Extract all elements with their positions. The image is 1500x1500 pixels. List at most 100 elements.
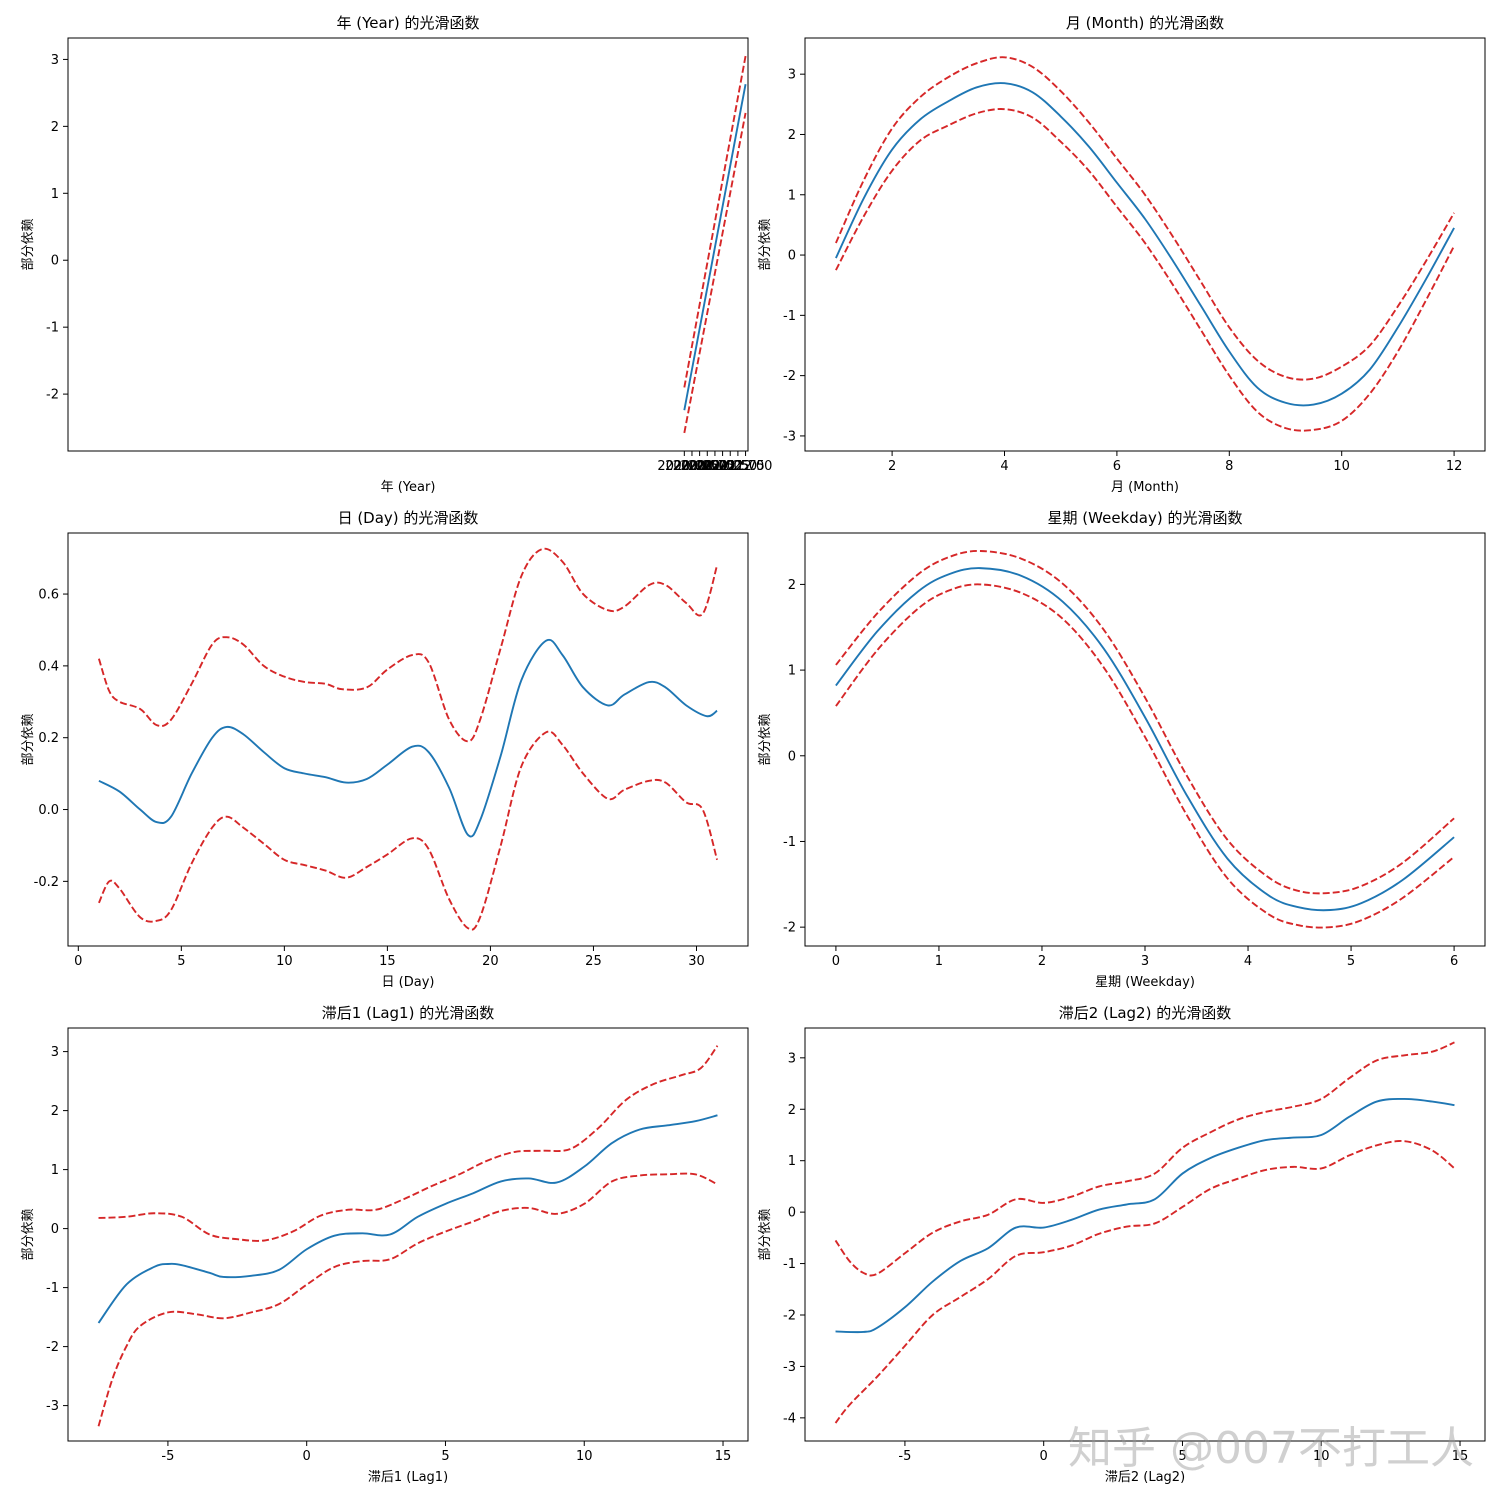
y-tick-label: -2 [46, 1340, 59, 1355]
x-tick-label: 15 [379, 954, 396, 969]
y-tick-label: 3 [51, 1045, 59, 1060]
x-tick-label: 1 [935, 954, 943, 969]
x-axis-label: 月 (Month) [1111, 480, 1179, 495]
y-tick-label: 1 [788, 1154, 796, 1169]
x-tick-label: 10 [576, 1449, 593, 1464]
upper-ci-line [98, 1045, 719, 1242]
x-axis-label: 星期 (Weekday) [1095, 975, 1195, 990]
x-tick-label: 10 [1333, 459, 1350, 474]
plot-frame [67, 532, 749, 947]
y-tick-label: 3 [51, 53, 59, 68]
x-tick-label: 15 [1452, 1449, 1469, 1464]
y-tick-label: 0 [788, 249, 796, 264]
fit-line [98, 638, 718, 838]
chart-title: 星期 (Weekday) 的光滑函数 [1048, 509, 1243, 527]
y-tick-label: -0.2 [34, 875, 59, 890]
y-tick-label: 0.2 [38, 731, 59, 746]
y-tick-label: 2 [51, 1104, 59, 1119]
y-axis-label: 部分依赖 [758, 1208, 773, 1260]
x-tick-label: 2020.75 [680, 459, 734, 474]
y-tick-label: -1 [46, 321, 59, 336]
x-tick-label: 5 [441, 1449, 449, 1464]
fit-line [683, 84, 747, 411]
y-tick-label: 0.0 [38, 803, 59, 818]
x-tick-label: 10 [1313, 1449, 1330, 1464]
chart-title: 滞后1 (Lag1) 的光滑函数 [322, 1004, 494, 1022]
lower-ci-line [835, 108, 1455, 432]
chart-title: 滞后2 (Lag2) 的光滑函数 [1059, 1004, 1231, 1022]
y-tick-label: 0.6 [38, 588, 59, 603]
y-tick-label: -3 [783, 1360, 796, 1375]
y-axis-label: 部分依赖 [21, 1208, 36, 1260]
y-tick-label: -3 [46, 1399, 59, 1414]
x-tick-label: 2020.25 [665, 459, 719, 474]
y-tick-label: 0 [788, 749, 796, 764]
y-tick-label: 1 [51, 187, 59, 202]
y-tick-label: -2 [783, 921, 796, 936]
x-tick-label: 2020.50 [673, 459, 727, 474]
upper-ci-line [835, 56, 1455, 381]
y-tick-label: -1 [46, 1281, 59, 1296]
x-tick-label: 2021.00 [688, 459, 742, 474]
lower-ci-line [683, 112, 747, 434]
upper-ci-line [835, 550, 1455, 895]
x-tick-label: -5 [898, 1449, 911, 1464]
x-tick-label: 2 [1038, 954, 1046, 969]
y-tick-label: 0 [51, 1222, 59, 1237]
x-tick-label: 2021.50 [703, 459, 757, 474]
y-tick-label: -1 [783, 835, 796, 850]
y-tick-label: 2 [788, 578, 796, 593]
x-tick-label: 4 [1244, 954, 1252, 969]
lower-ci-line [834, 1140, 1456, 1424]
x-tick-label: 2022.00 [719, 459, 773, 474]
y-tick-label: -2 [46, 388, 59, 403]
y-axis-label: 部分依赖 [758, 218, 773, 270]
fit-line [835, 1098, 1455, 1334]
y-tick-label: 0 [788, 1206, 796, 1221]
x-tick-label: 0 [1040, 1449, 1048, 1464]
subplot-4: 星期 (Weekday) 的光滑函数 0 1 2 3 4 5 6 -2 -1 0 1 2 星期 (Week… [758, 509, 1486, 990]
chart-title: 年 (Year) 的光滑函数 [337, 14, 480, 32]
x-tick-label: 0 [74, 954, 82, 969]
x-tick-label: 5 [177, 954, 185, 969]
lower-ci-line [98, 730, 719, 931]
x-tick-label: 12 [1446, 459, 1463, 474]
x-axis-label: 日 (Day) [382, 975, 435, 990]
y-axis-label: 部分依赖 [758, 713, 773, 765]
x-tick-label: -5 [161, 1449, 174, 1464]
x-tick-label: 20 [482, 954, 499, 969]
plot-frame [804, 37, 1486, 452]
chart-title: 月 (Month) 的光滑函数 [1066, 14, 1224, 32]
y-tick-label: -2 [783, 369, 796, 384]
y-tick-label: 2 [788, 128, 796, 143]
y-tick-label: 1 [788, 188, 796, 203]
x-axis-label: 滞后1 (Lag1) [368, 1470, 448, 1485]
y-tick-label: 2 [51, 120, 59, 135]
lower-ci-line [97, 1172, 718, 1427]
x-tick-label: 6 [1113, 459, 1121, 474]
upper-ci-line [98, 547, 719, 743]
upper-ci-line [683, 55, 747, 388]
fit-line [97, 1114, 718, 1324]
x-tick-label: 30 [688, 954, 705, 969]
plot-frame [804, 532, 1486, 947]
y-tick-label: -4 [783, 1411, 796, 1426]
x-tick-label: 15 [715, 1449, 732, 1464]
y-tick-label: -2 [783, 1308, 796, 1323]
x-axis-label: 年 (Year) [381, 480, 436, 495]
y-tick-label: 3 [788, 68, 796, 83]
x-tick-label: 6 [1450, 954, 1458, 969]
y-axis-label: 部分依赖 [21, 218, 36, 270]
plot-frame [67, 37, 749, 452]
x-axis-label: 滞后2 (Lag2) [1105, 1470, 1185, 1485]
x-tick-label: 2 [888, 459, 896, 474]
y-tick-label: 0.4 [38, 659, 59, 674]
chart-title: 日 (Day) 的光滑函数 [338, 509, 479, 527]
x-tick-label: 8 [1225, 459, 1233, 474]
x-tick-label: 4 [1000, 459, 1008, 474]
y-tick-label: -1 [783, 309, 796, 324]
lower-ci-line [835, 583, 1455, 929]
plot-frame [804, 1027, 1486, 1442]
